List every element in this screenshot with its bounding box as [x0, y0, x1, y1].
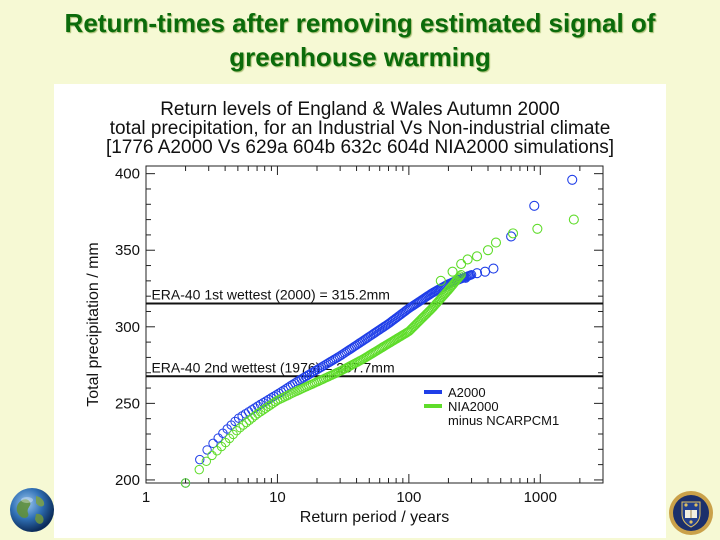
chart-title-line-3: [1776 A2000 Vs 629a 604b 632c 604d NIA20…: [106, 137, 614, 158]
data-point-nia2000: [253, 408, 263, 419]
data-point-nia2000: [418, 312, 428, 323]
data-point-nia2000: [284, 390, 294, 400]
data-point-a2000: [202, 445, 212, 455]
data-point-a2000: [278, 385, 289, 395]
data-point-nia2000: [207, 450, 217, 461]
data-point-nia2000: [507, 228, 519, 239]
data-point-nia2000: [265, 400, 276, 410]
data-point-nia2000: [455, 271, 465, 281]
data-point-nia2000: [255, 407, 266, 417]
slide-title-line-1: Return-times after removing estimated si…: [64, 8, 656, 38]
data-point-nia2000: [260, 403, 271, 413]
data-point-nia2000: [194, 464, 204, 475]
x-axis-label: Return period / years: [300, 509, 449, 526]
data-point-nia2000: [281, 391, 292, 401]
plot-frame: [145, 165, 604, 484]
y-tick-label: 400: [115, 166, 140, 183]
earth-globe-icon: [10, 488, 54, 532]
data-point-nia2000: [447, 266, 458, 277]
data-point-a2000: [567, 174, 578, 185]
data-point-a2000: [529, 200, 540, 211]
data-point-nia2000: [416, 314, 427, 324]
data-point-a2000: [480, 266, 491, 277]
chart-title-line-2: total precipitation, for an Industrial V…: [110, 118, 611, 139]
legend-note: minus NCARPCM1: [448, 413, 559, 428]
x-tick-label: 10: [269, 489, 286, 506]
data-point-nia2000: [424, 306, 434, 317]
data-point-nia2000: [420, 310, 430, 320]
data-point-nia2000: [263, 401, 273, 412]
slide-title-line-2: greenhouse warming: [229, 42, 491, 72]
chart-title-line-1: Return levels of England & Wales Autumn …: [160, 99, 560, 120]
data-point-a2000: [506, 231, 517, 242]
y-tick-label: 300: [115, 319, 140, 336]
data-point-a2000: [353, 339, 363, 349]
data-point-a2000: [351, 340, 361, 350]
data-point-nia2000: [435, 275, 446, 286]
x-tick-label: 1000: [524, 489, 557, 506]
data-point-nia2000: [180, 478, 191, 488]
data-point-nia2000: [201, 456, 212, 467]
data-point-a2000: [471, 268, 483, 279]
reference-line-label-1: ERA-40 1st wettest (2000) = 315.2mm: [151, 287, 389, 303]
data-point-nia2000: [532, 223, 543, 234]
data-point-a2000: [195, 454, 205, 465]
data-point-nia2000: [490, 237, 502, 248]
data-point-nia2000: [454, 272, 464, 283]
data-point-a2000: [208, 438, 218, 449]
data-point-nia2000: [568, 214, 579, 225]
legend-label-nia2000: NIA2000: [448, 399, 499, 414]
y-tick-label: 350: [115, 242, 140, 259]
data-point-nia2000: [241, 417, 252, 428]
data-point-nia2000: [456, 258, 467, 270]
return-level-chart: Return levels of England & Wales Autumn …: [85, 99, 614, 526]
data-point-nia2000: [238, 420, 248, 430]
data-point-a2000: [348, 342, 358, 353]
data-point-a2000: [354, 338, 365, 348]
data-point-nia2000: [268, 398, 278, 408]
data-point-nia2000: [419, 311, 429, 322]
slide-title: Return-times after removing estimated si…: [0, 6, 720, 74]
data-point-nia2000: [462, 254, 473, 265]
data-point-a2000: [488, 263, 499, 274]
data-point-a2000: [230, 416, 240, 427]
data-point-nia2000: [482, 245, 494, 256]
data-point-nia2000: [235, 422, 245, 433]
data-point-nia2000: [286, 389, 296, 399]
y-tick-label: 200: [115, 472, 140, 489]
data-point-a2000: [349, 341, 360, 352]
data-point-nia2000: [422, 308, 433, 318]
y-tick-label: 250: [115, 395, 140, 412]
x-tick-label: 100: [396, 489, 421, 506]
chart-panel: Return levels of England & Wales Autumn …: [54, 84, 666, 538]
data-point-nia2000: [258, 405, 268, 415]
data-point-nia2000: [244, 415, 255, 425]
data-point-nia2000: [232, 425, 242, 436]
data-point-nia2000: [421, 309, 432, 319]
data-point-nia2000: [456, 270, 466, 280]
oxford-crest-icon: [669, 491, 713, 535]
data-point-nia2000: [471, 251, 483, 262]
legend-label-a2000: A2000: [448, 385, 486, 400]
x-tick-label: 1: [142, 489, 150, 506]
y-axis-label: Total precipitation / mm: [85, 242, 102, 407]
data-point-a2000: [213, 433, 223, 443]
data-point-a2000: [466, 270, 477, 280]
data-point-nia2000: [279, 392, 290, 402]
data-point-a2000: [346, 343, 356, 354]
